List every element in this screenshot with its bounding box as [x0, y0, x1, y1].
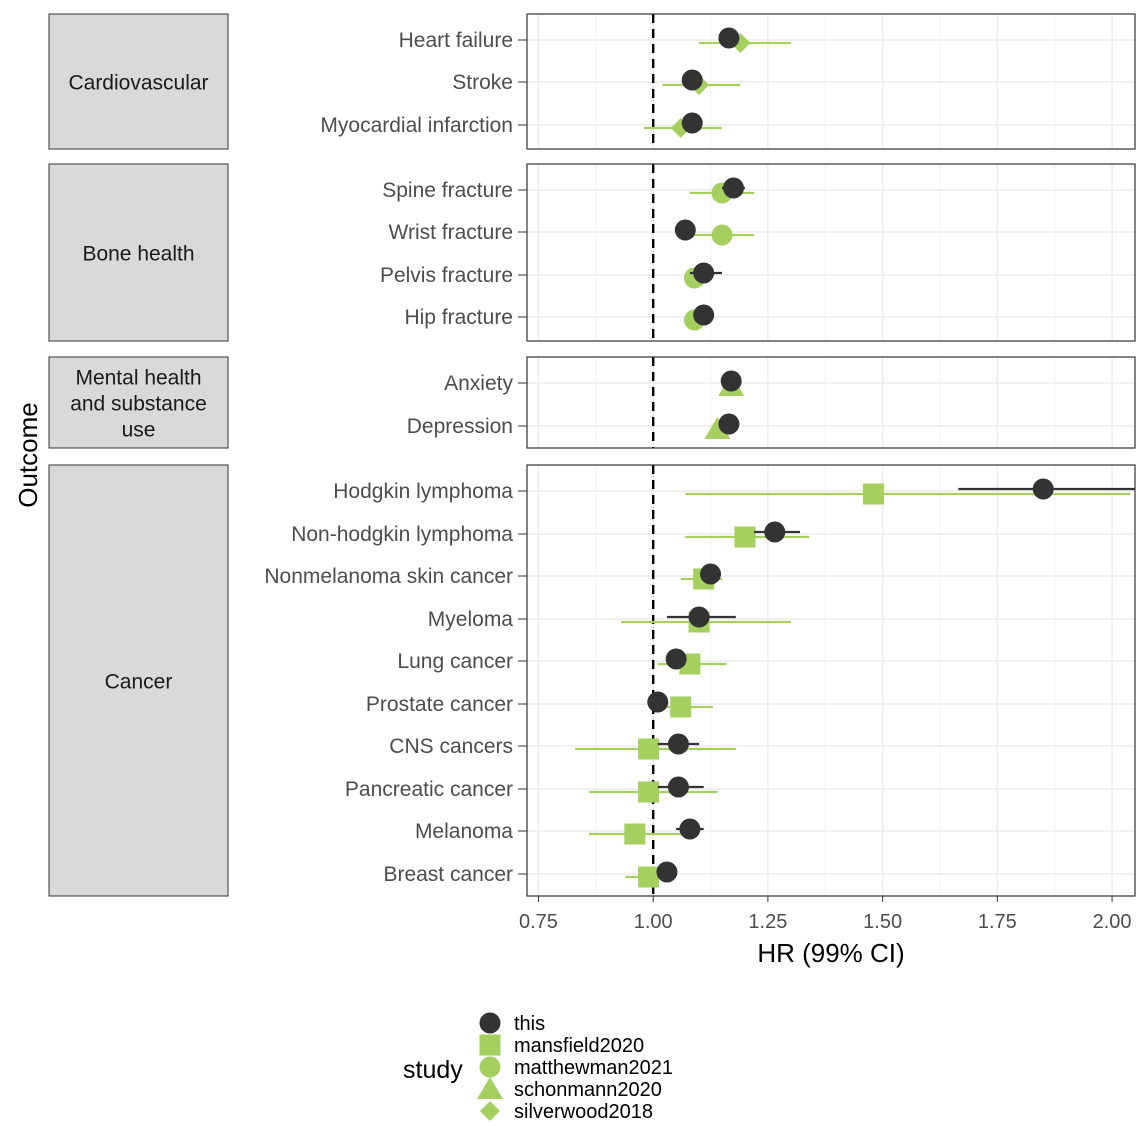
y-axis-title: Outcome — [13, 402, 43, 508]
outcome-label: Pancreatic cancer — [345, 778, 513, 801]
x-tick-label: 1.75 — [978, 911, 1017, 933]
point-this — [667, 733, 689, 755]
legend-label: mansfield2020 — [514, 1035, 644, 1057]
outcome-label: Lung cancer — [397, 650, 513, 673]
facet-strip — [48, 163, 229, 342]
point-mansfield2020 — [734, 526, 756, 548]
point-this — [1032, 478, 1054, 500]
outcome-label: Wrist fracture — [389, 221, 513, 244]
outcome-label: Spine fracture — [382, 179, 513, 202]
point-schonmann2020 — [704, 417, 731, 439]
facet-strip-label: Cancer — [105, 671, 173, 694]
x-tick-label: 1.25 — [748, 911, 787, 933]
point-this — [718, 27, 740, 49]
outcome-label: Prostate cancer — [366, 693, 513, 716]
outcome-label: Melanoma — [415, 820, 513, 843]
point-this — [722, 177, 744, 199]
x-tick-label: 1.50 — [863, 911, 902, 933]
point-this — [679, 818, 701, 840]
point-this — [667, 776, 689, 798]
facet-strip-label: Mental health — [75, 367, 201, 390]
outcome-label: Depression — [407, 415, 513, 438]
legend-key-silverwood2018 — [480, 1101, 500, 1121]
outcome-label: Stroke — [452, 71, 513, 94]
legend-title: study — [403, 1056, 463, 1084]
legend-key-matthewman2021 — [479, 1056, 501, 1078]
legend-key-this — [479, 1012, 501, 1034]
point-this — [720, 370, 742, 392]
facet-strip-label: Bone health — [82, 243, 194, 266]
outcome-label: Hodgkin lymphoma — [333, 480, 513, 503]
point-this — [688, 606, 710, 628]
outcome-label: Pelvis fracture — [380, 264, 513, 287]
point-this — [700, 563, 722, 585]
panel-border — [526, 464, 1136, 897]
point-matthewman2021 — [711, 224, 733, 246]
point-this — [674, 219, 696, 241]
facet-strip — [48, 356, 229, 449]
panel-border — [526, 356, 1136, 449]
facet-strip-label: use — [122, 419, 156, 442]
point-mansfield2020 — [862, 483, 884, 505]
legend-label: schonmann2020 — [514, 1079, 662, 1101]
outcome-label: Hip fracture — [404, 306, 513, 329]
x-axis-title: HR (99% CI) — [757, 938, 904, 968]
point-mansfield2020 — [638, 738, 660, 760]
facet-strip-label: and substance — [70, 393, 207, 416]
point-mansfield2020 — [670, 696, 692, 718]
outcome-label: Myocardial infarction — [320, 114, 513, 137]
point-this — [764, 521, 786, 543]
point-this — [647, 691, 669, 713]
point-mansfield2020 — [638, 781, 660, 803]
outcome-label: Heart failure — [399, 29, 513, 52]
x-tick-label: 0.75 — [519, 911, 558, 933]
legend-key-schonmann2020 — [477, 1077, 503, 1099]
facet-strip — [48, 464, 229, 897]
facet-strip-label: Cardiovascular — [68, 72, 208, 95]
panel-background — [527, 357, 1135, 448]
point-this — [718, 413, 740, 435]
legend-key-mansfield2020 — [479, 1034, 501, 1056]
x-tick-label: 2.00 — [1093, 911, 1132, 933]
point-mansfield2020 — [624, 823, 646, 845]
outcome-label: Anxiety — [444, 372, 513, 395]
point-this — [681, 69, 703, 91]
outcome-label: Nonmelanoma skin cancer — [264, 565, 513, 588]
legend-label: silverwood2018 — [514, 1101, 653, 1121]
point-this — [693, 262, 715, 284]
outcome-label: Breast cancer — [383, 863, 513, 886]
outcome-label: CNS cancers — [389, 735, 513, 758]
outcome-label: Myeloma — [428, 608, 514, 631]
point-this — [693, 304, 715, 326]
panel-border — [526, 13, 1136, 150]
point-this — [681, 112, 703, 134]
point-this — [665, 648, 687, 670]
outcome-label: Non-hodgkin lymphoma — [291, 523, 513, 546]
legend-label: this — [514, 1013, 545, 1035]
legend-label: matthewman2021 — [514, 1057, 673, 1079]
panel-background — [527, 164, 1135, 341]
facet-strip — [48, 13, 229, 150]
point-this — [656, 861, 678, 883]
panel-border — [526, 163, 1136, 342]
x-tick-label: 1.00 — [634, 911, 673, 933]
point-mansfield2020 — [638, 866, 660, 888]
